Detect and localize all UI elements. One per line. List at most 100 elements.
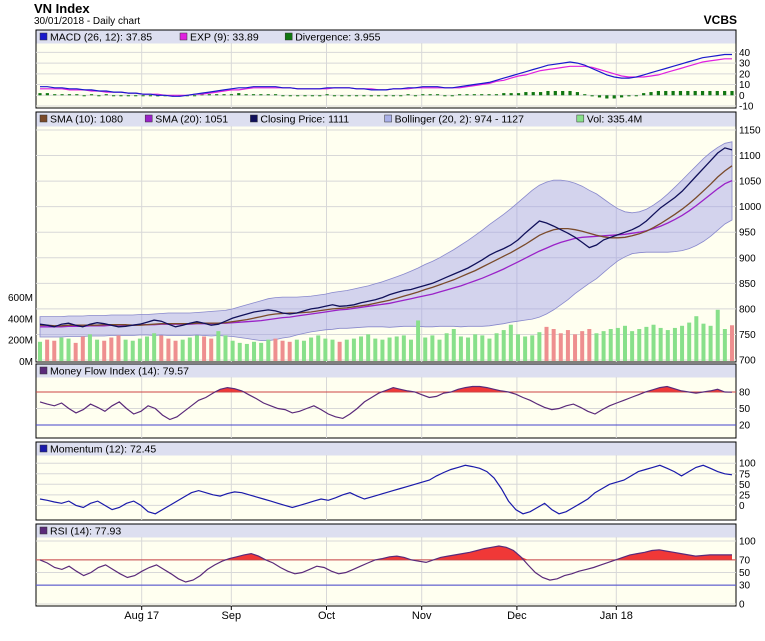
macd-divergence-bar: [45, 93, 49, 96]
macd-divergence-bar: [288, 95, 292, 97]
volume-bar: [423, 337, 428, 361]
macd-divergence-bar: [281, 95, 285, 97]
macd-divergence-bar: [332, 95, 337, 97]
macd-divergence-bar: [538, 92, 543, 96]
macd-divergence-bar: [325, 94, 329, 96]
macd-divergence-bar: [494, 94, 499, 96]
macd-divergence-bar: [273, 94, 278, 96]
volume-bar: [145, 336, 150, 361]
macd-divergence-bar: [686, 90, 690, 96]
volume-bar: [237, 342, 242, 361]
macd-divergence-bar: [53, 94, 57, 96]
volume-bar: [309, 337, 314, 361]
rsi-plot-area: [35, 523, 737, 607]
volume-bar: [473, 334, 478, 361]
volume-bar: [280, 340, 285, 361]
macd-divergence-bar: [516, 93, 521, 96]
volume-tick-label: 0M: [19, 357, 33, 368]
macd-divergence-bar: [259, 94, 263, 96]
volume-bar: [252, 341, 257, 361]
macd-legend-swatch: [284, 32, 293, 41]
mfi-y-tick-label: 80: [739, 388, 751, 399]
volume-bar: [501, 330, 506, 361]
macd-divergence-bar: [347, 95, 351, 97]
rsi-line: [39, 545, 732, 583]
price-y-tick-label: 1000: [739, 202, 762, 213]
volume-bar: [444, 333, 449, 361]
volume-bar: [544, 326, 549, 361]
macd-divergence-bar: [244, 94, 248, 96]
volume-bar: [608, 329, 613, 361]
volume-tick-label: 400M: [8, 314, 33, 325]
momentum-y-tick-label: 25: [739, 490, 751, 501]
sma10-line: [40, 165, 733, 327]
volume-bar: [594, 333, 599, 361]
volume-bar: [665, 330, 670, 361]
momentum-y-tick-label: 75: [739, 469, 751, 480]
volume-bar: [622, 325, 627, 361]
mfi-legend-swatch: [39, 366, 48, 375]
volume-bar: [301, 340, 306, 361]
volume-bar: [637, 329, 642, 361]
macd-divergence-bar: [619, 95, 624, 98]
volume-bar: [337, 341, 342, 361]
x-tick-label: Aug 17: [124, 610, 159, 622]
price-y-tick-label: 800: [739, 304, 756, 315]
macd-divergence-bar: [141, 95, 145, 97]
chart-title: VN Index: [34, 1, 90, 16]
macd-legend-swatch: [179, 32, 188, 41]
macd-divergence-bar: [362, 95, 366, 97]
price-y-tick-label: 750: [739, 330, 756, 341]
macd-divergence-bar: [126, 95, 130, 97]
macd-divergence-bar: [428, 94, 432, 96]
macd-divergence-bar: [97, 95, 101, 97]
macd-divergence-bar: [192, 95, 197, 97]
macd-y-tick-label: 20: [739, 69, 751, 80]
volume-bar: [615, 327, 620, 361]
volume-bar: [323, 338, 328, 361]
macd-divergence-bar: [207, 94, 211, 96]
volume-bar: [373, 338, 378, 361]
macd-divergence-bar: [531, 92, 535, 96]
price-y-tick-label: 1050: [739, 177, 762, 188]
price-legend-label: SMA (20): 1051: [155, 114, 228, 126]
volume-bar: [137, 338, 142, 361]
price-legend-swatch: [576, 114, 585, 123]
macd-divergence-bar: [112, 95, 116, 97]
volume-bar: [244, 343, 249, 361]
volume-bar: [109, 337, 114, 361]
mfi-legend-label: Money Flow Index (14): 79.57: [50, 366, 189, 378]
price-y-tick-label: 850: [739, 279, 756, 290]
volume-bar: [266, 339, 271, 361]
macd-divergence-bar: [627, 95, 631, 97]
macd-divergence-bar: [730, 90, 734, 96]
price-y-tick-label: 1150: [739, 126, 761, 137]
volume-bar: [487, 338, 492, 361]
macd-divergence-bar: [119, 95, 123, 97]
volume-bar: [52, 340, 57, 361]
volume-bar: [180, 339, 185, 361]
volume-bar: [515, 334, 520, 361]
volume-bar: [466, 337, 471, 361]
macd-divergence-bar: [89, 94, 94, 96]
macd-divergence-bar: [38, 93, 42, 96]
rsi-y-tick-label: 0: [739, 600, 745, 611]
volume-bar: [730, 325, 734, 361]
macd-line: [40, 53, 732, 97]
macd-legend-label: Divergence: 3.955: [295, 32, 380, 44]
mfi-y-tick-label: 50: [739, 404, 751, 415]
momentum-y-tick-label: 50: [739, 480, 751, 491]
volume-bar: [38, 341, 42, 361]
volume-bar: [644, 326, 649, 361]
volume-bar: [59, 337, 64, 361]
macd-divergence-bar: [656, 90, 660, 96]
volume-bar: [45, 339, 50, 361]
macd-divergence-bar: [590, 95, 594, 97]
macd-divergence-bar: [75, 94, 79, 96]
macd-divergence-bar: [237, 93, 241, 96]
price-y-tick-label: 700: [739, 356, 756, 367]
macd-divergence-bar: [369, 95, 373, 97]
volume-bar: [708, 325, 713, 361]
volume-bar: [458, 336, 463, 361]
